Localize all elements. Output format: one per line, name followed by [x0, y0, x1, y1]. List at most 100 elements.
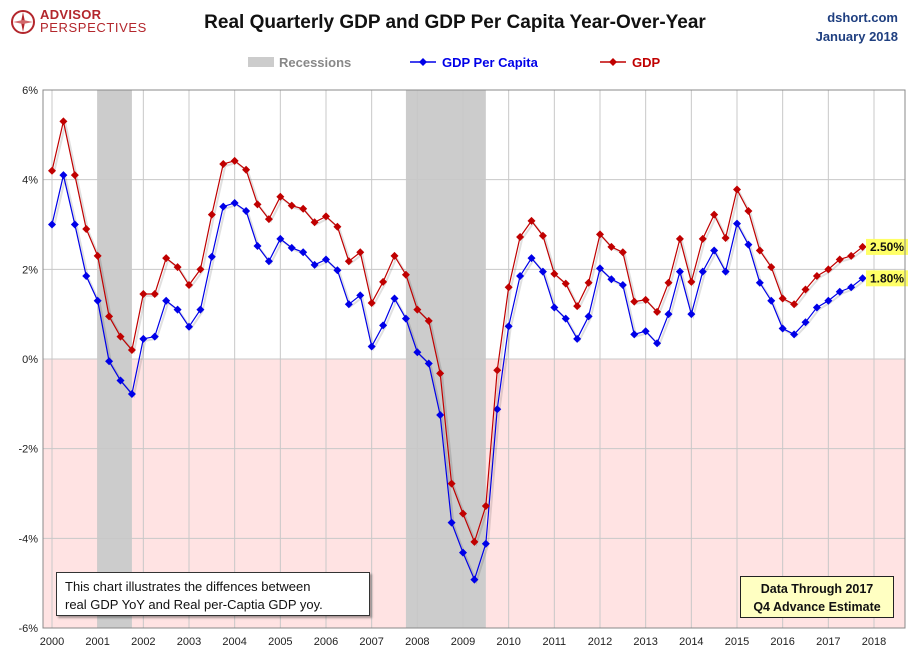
end-label-background — [866, 238, 908, 255]
data-point — [618, 281, 627, 290]
data-point — [59, 117, 68, 126]
data-point — [584, 278, 593, 287]
data-point — [733, 219, 741, 228]
data-point — [344, 300, 353, 309]
x-tick-label: 2003 — [177, 636, 201, 648]
end-label-background — [866, 270, 908, 287]
data-point — [858, 242, 867, 251]
data-point — [356, 248, 365, 257]
x-tick-label: 2004 — [222, 636, 246, 648]
data-point — [516, 272, 525, 281]
data-point — [310, 260, 319, 269]
data-point — [162, 254, 171, 263]
data-point — [173, 263, 182, 272]
data-point — [173, 305, 182, 314]
data-point — [664, 278, 673, 287]
data-point — [390, 251, 399, 260]
data-point — [550, 303, 559, 312]
data-point — [219, 202, 228, 211]
legend-series-marker — [419, 58, 427, 66]
data-point — [481, 502, 490, 511]
chart-title: Real Quarterly GDP and GDP Per Capita Ye… — [204, 12, 706, 33]
data-point — [287, 243, 296, 252]
compass-logo-icon — [11, 10, 35, 34]
data-point — [573, 334, 582, 343]
end-label: 2.50% — [870, 240, 904, 254]
data-point — [847, 251, 856, 260]
data-point — [596, 230, 604, 239]
x-tick-label: 2008 — [405, 636, 429, 648]
description-line-1: This chart illustrates the diffences bet… — [65, 579, 311, 594]
data-point — [493, 366, 502, 375]
data-point — [504, 283, 513, 292]
data-point — [276, 234, 285, 243]
data-point — [721, 267, 730, 276]
source-credit: dshort.com January 2018 — [816, 8, 898, 46]
data-point — [641, 295, 650, 304]
data-point — [538, 267, 547, 276]
data-point — [310, 218, 319, 227]
data-point — [470, 537, 479, 546]
data-point — [436, 369, 445, 378]
data-point — [767, 263, 776, 272]
data-point — [481, 539, 490, 548]
data-point — [207, 210, 216, 219]
data-point — [401, 314, 410, 323]
data-through-line-1: Data Through 2017 — [760, 582, 874, 596]
data-point — [242, 165, 251, 174]
data-point — [687, 310, 696, 319]
data-point — [744, 207, 753, 216]
data-point — [561, 279, 570, 288]
data-point — [516, 233, 525, 242]
y-tick-label: 0% — [22, 354, 38, 366]
x-tick-label: 2001 — [85, 636, 109, 648]
data-point — [835, 287, 844, 296]
data-point — [550, 269, 559, 278]
series-line — [51, 175, 863, 582]
data-point — [721, 233, 730, 242]
x-tick-label: 2009 — [451, 636, 475, 648]
data-point — [70, 220, 79, 229]
data-point — [675, 234, 684, 243]
data-point — [276, 192, 285, 201]
data-point — [561, 314, 570, 323]
y-tick-label: -4% — [18, 533, 38, 545]
data-point — [618, 248, 627, 257]
data-point — [801, 285, 810, 294]
data-point — [105, 312, 114, 321]
series-line — [51, 121, 863, 544]
data-point — [116, 332, 125, 341]
data-point — [744, 240, 753, 249]
data-point — [299, 204, 308, 213]
data-point — [812, 272, 821, 281]
data-point — [538, 231, 547, 240]
data-point — [253, 200, 262, 209]
y-tick-label: 4% — [22, 175, 38, 187]
series-gdp — [48, 117, 867, 547]
source-site: dshort.com — [827, 10, 898, 25]
data-point — [413, 348, 422, 357]
data-point — [790, 330, 799, 339]
data-point — [413, 305, 422, 314]
data-point — [401, 270, 410, 279]
data-point — [801, 318, 810, 327]
data-through-line-2: Q4 Advance Estimate — [753, 600, 881, 614]
data-point — [755, 246, 764, 255]
data-point — [573, 302, 582, 311]
data-point — [230, 156, 239, 165]
data-point — [755, 278, 764, 287]
data-point — [48, 166, 56, 175]
data-point — [733, 185, 741, 194]
plot-border — [42, 89, 906, 629]
data-point — [127, 346, 136, 355]
data-point — [675, 267, 684, 276]
data-point — [344, 257, 353, 266]
data-point — [185, 281, 193, 290]
data-point — [493, 405, 502, 414]
data-point — [322, 212, 330, 221]
source-date: January 2018 — [815, 29, 898, 44]
logo: ADVISOR PERSPECTIVES — [8, 7, 148, 41]
data-point — [367, 342, 376, 351]
data-point — [253, 242, 262, 251]
